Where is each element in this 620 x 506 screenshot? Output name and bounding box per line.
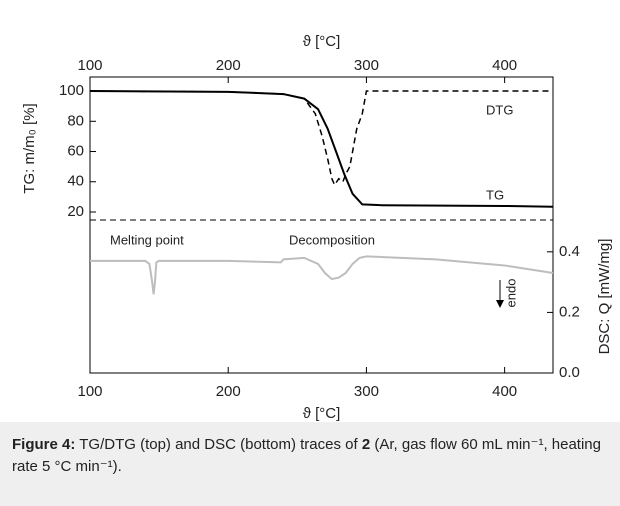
y-tick-label: 20 [67, 203, 84, 220]
x-tick-label: 200 [216, 383, 241, 400]
y-tick-label: 100 [59, 82, 84, 99]
y-tick-label: 60 [67, 142, 84, 159]
x-tick-label: 400 [492, 383, 517, 400]
caption-label: Figure 4: [12, 436, 76, 453]
y-tick-label: 0.4 [559, 243, 580, 260]
chart: 100 200 300 400 ϑ [°C] 20 40 60 80 100 TG: m/m₀ [%… [21, 33, 613, 422]
y-tick-label: 0.0 [559, 364, 580, 381]
data-line [89, 90, 553, 187]
caption-text: TG/DTG (top) and DSC (bottom) traces of [79, 436, 358, 453]
annotation: endo [503, 279, 518, 308]
x-tick-label: 400 [492, 57, 517, 74]
data-line [89, 90, 554, 208]
x-tick-label: 100 [77, 383, 102, 400]
endo-arrow-head [496, 300, 504, 308]
x-axis-title: ϑ [°C] [303, 33, 341, 50]
y-tick-label: 80 [67, 112, 84, 129]
x-tick-label: 100 [77, 57, 102, 74]
x-axis-title: ϑ [°C] [303, 405, 341, 422]
annotation: Decomposition [289, 232, 375, 247]
y-axis-title: DSC: Q [mW/mg] [596, 239, 613, 355]
frame [89, 76, 554, 374]
series-label: DTG [486, 102, 513, 117]
caption: Figure 4: TG/DTG (top) and DSC (bottom) … [0, 422, 620, 506]
x-tick-label: 200 [216, 57, 241, 74]
y-tick-label: 0.2 [559, 303, 580, 320]
annotation: Melting point [110, 232, 184, 247]
data-line [90, 255, 554, 295]
y-tick-label: 40 [67, 173, 84, 190]
y-axis-title: TG: m/m₀ [%] [21, 103, 38, 193]
x-tick-label: 300 [354, 383, 379, 400]
x-tick-label: 300 [354, 57, 379, 74]
caption-text: (Ar, gas flow 60 mL min⁻¹, heating rate … [12, 436, 601, 475]
caption-compound: 2 [361, 436, 371, 453]
series-label: TG [486, 187, 504, 202]
